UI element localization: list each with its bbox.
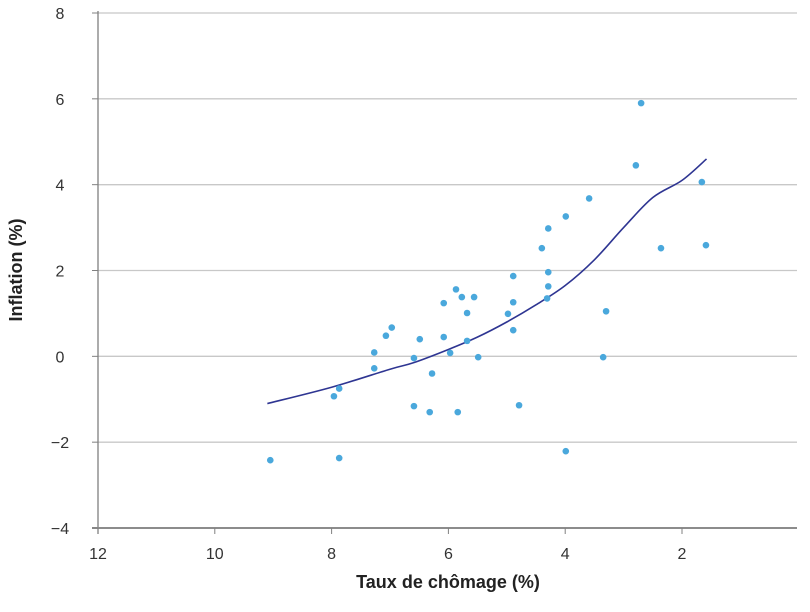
data-point — [440, 333, 448, 341]
data-point — [410, 402, 418, 410]
data-point — [698, 178, 706, 186]
data-point — [428, 370, 436, 377]
data-point — [602, 307, 610, 315]
phillips-curve-line — [267, 158, 708, 405]
x-tick-label: 4 — [561, 546, 570, 563]
data-point — [632, 162, 640, 169]
data-point — [538, 244, 546, 252]
x-axis-title: Taux de chômage (%) — [356, 572, 540, 592]
x-tick-label: 12 — [89, 546, 107, 563]
data-point — [370, 349, 378, 356]
data-point — [702, 241, 710, 249]
data-point — [544, 268, 552, 276]
x-tick-label: 2 — [678, 546, 687, 563]
y-axis-title: Inflation (%) — [6, 219, 26, 322]
data-point — [470, 293, 478, 301]
data-point — [599, 353, 607, 361]
y-tick-label: 0 — [56, 349, 65, 366]
data-point — [504, 310, 512, 318]
data-point — [335, 454, 343, 462]
y-tick-label: −4 — [51, 521, 69, 538]
data-point — [562, 447, 570, 455]
x-axis-ticks: 12 10 8 6 4 2 — [89, 528, 687, 563]
data-point — [410, 354, 418, 362]
y-tick-label: −2 — [51, 435, 69, 452]
data-point — [637, 99, 645, 107]
data-point — [463, 309, 471, 317]
data-point — [416, 335, 424, 343]
data-point — [388, 324, 396, 331]
data-point — [585, 195, 593, 202]
data-point — [562, 213, 570, 220]
data-point — [335, 385, 343, 392]
data-point — [509, 326, 517, 334]
data-point — [463, 337, 471, 345]
data-point — [509, 272, 517, 280]
axes — [92, 11, 797, 534]
y-axis-ticks: 8 6 4 2 0 −2 −4 — [51, 6, 98, 538]
y-tick-label: 8 — [56, 6, 65, 23]
data-point — [544, 225, 552, 232]
data-point — [474, 353, 482, 361]
data-point — [382, 332, 390, 340]
x-tick-label: 6 — [444, 546, 453, 563]
data-points — [266, 99, 710, 464]
data-point — [543, 295, 551, 302]
x-tick-label: 10 — [206, 546, 224, 563]
data-point — [454, 408, 462, 416]
data-point — [370, 365, 378, 372]
data-point — [657, 244, 665, 252]
data-point — [452, 286, 460, 293]
data-point — [544, 283, 552, 290]
gridlines — [98, 12, 797, 443]
data-point — [330, 392, 338, 400]
data-point — [440, 299, 448, 307]
x-tick-label: 8 — [327, 546, 336, 563]
data-point — [515, 401, 523, 409]
data-point — [426, 408, 434, 416]
data-point — [458, 293, 466, 301]
y-tick-label: 6 — [56, 92, 65, 109]
y-tick-label: 2 — [56, 264, 65, 281]
data-point — [446, 349, 454, 357]
data-point — [266, 456, 274, 464]
data-point — [509, 298, 517, 306]
y-tick-label: 4 — [56, 178, 65, 195]
